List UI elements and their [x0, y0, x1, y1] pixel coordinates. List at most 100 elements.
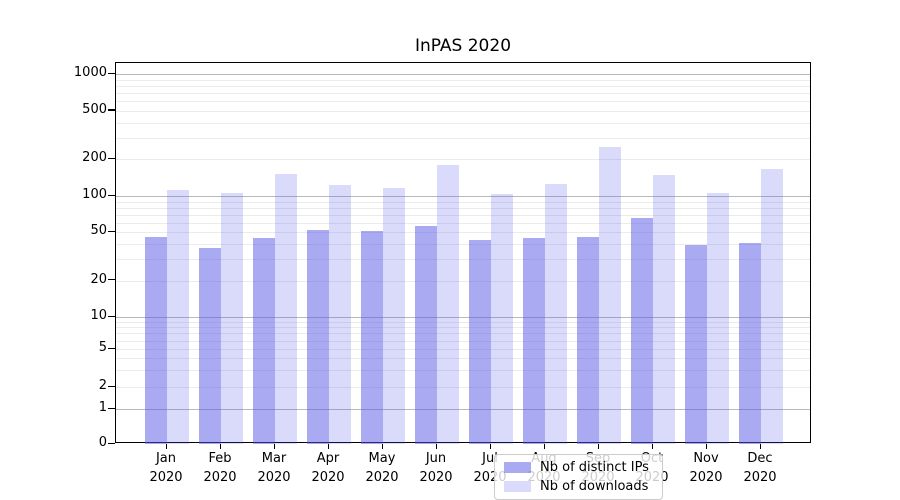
major-gridline-10: [116, 317, 810, 318]
minor-gridline-500: [116, 110, 810, 112]
y-tick-mark-2: [108, 385, 115, 387]
bar-distinct-ips-mar: [253, 237, 275, 444]
x-tick-month: Feb: [208, 451, 232, 466]
x-tick-month: Mar: [261, 451, 287, 466]
x-tick-mark-11: [759, 444, 761, 449]
minor-gridline-60: [116, 222, 810, 224]
minor-gridline-70: [116, 214, 810, 216]
x-tick-label-1: Feb 2020: [190, 450, 250, 488]
minor-gridline-300: [116, 137, 810, 139]
x-tick-month: May: [368, 451, 396, 466]
x-tick-mark-6: [489, 444, 491, 449]
bar-distinct-ips-aug: [523, 237, 545, 444]
x-tick-mark-8: [597, 444, 599, 449]
bar-distinct-ips-oct: [631, 217, 653, 444]
y-tick-label-500: 500: [82, 101, 107, 117]
legend-label-distinct-ips: Nb of distinct IPs: [540, 459, 649, 475]
x-tick-month: Dec: [747, 451, 773, 466]
bar-distinct-ips-sep: [577, 236, 599, 444]
bar-distinct-ips-feb: [199, 248, 221, 444]
bar-downloads-apr: [329, 185, 351, 444]
x-tick-mark-3: [327, 444, 329, 449]
minor-gridline-90: [116, 201, 810, 203]
minor-gridline-900: [116, 79, 810, 81]
x-tick-year: 2020: [311, 469, 345, 485]
y-tick-label-10: 10: [90, 308, 107, 323]
x-tick-label-4: May 2020: [352, 450, 412, 488]
minor-gridline-4: [116, 358, 810, 360]
y-tick-mark-100: [108, 194, 115, 196]
x-tick-label-2: Mar 2020: [244, 450, 304, 488]
bar-downloads-may: [383, 187, 405, 444]
bar-downloads-jul: [491, 193, 513, 444]
bar-distinct-ips-jul: [469, 240, 491, 444]
x-tick-mark-1: [219, 444, 221, 449]
minor-gridline-6: [116, 340, 810, 342]
x-tick-mark-7: [543, 444, 545, 449]
minor-gridline-2: [116, 387, 810, 388]
x-tick-mark-5: [435, 444, 437, 449]
bar-downloads-nov: [707, 192, 729, 444]
bar-distinct-ips-nov: [685, 245, 707, 444]
y-tick-mark-200: [108, 157, 115, 160]
minor-gridline-40: [116, 244, 810, 246]
bar-downloads-oct: [653, 175, 675, 444]
x-tick-year: 2020: [203, 469, 237, 485]
legend: Nb of distinct IPs Nb of downloads: [494, 454, 663, 500]
x-tick-month: Apr: [316, 451, 340, 466]
x-tick-year: 2020: [149, 469, 183, 485]
major-gridline-100: [116, 196, 810, 197]
y-tick-label-200: 200: [82, 150, 107, 166]
x-tick-mark-0: [165, 444, 167, 449]
minor-gridline-800: [116, 85, 810, 87]
x-tick-label-5: Jun 2020: [406, 450, 466, 488]
x-tick-mark-9: [651, 444, 653, 449]
x-tick-year: 2020: [257, 469, 291, 485]
x-tick-label-3: Apr 2020: [298, 450, 358, 488]
bar-downloads-feb: [221, 193, 243, 444]
y-tick-mark-20: [108, 279, 115, 281]
minor-gridline-50: [116, 232, 810, 234]
x-tick-label-0: Jan 2020: [136, 450, 196, 488]
x-tick-year: 2020: [743, 469, 777, 485]
bar-distinct-ips-jun: [415, 225, 437, 444]
minor-gridline-7: [116, 333, 810, 335]
legend-row-downloads: Nb of downloads: [504, 479, 653, 496]
y-tick-label-5: 5: [98, 340, 107, 355]
y-tick-mark-0: [108, 442, 115, 444]
y-tick-mark-5: [108, 347, 115, 349]
x-tick-year: 2020: [419, 469, 453, 485]
x-tick-label-11: Dec 2020: [730, 450, 790, 488]
minor-gridline-400: [116, 122, 810, 124]
bar-downloads-sep: [599, 147, 621, 444]
y-tick-label-0: 0: [98, 435, 107, 450]
y-tick-label-2: 2: [98, 378, 107, 393]
bar-distinct-ips-may: [361, 231, 383, 444]
minor-gridline-20: [116, 280, 810, 282]
x-tick-year: 2020: [365, 469, 399, 485]
bar-downloads-jan: [167, 189, 189, 444]
y-tick-mark-1000: [108, 72, 115, 74]
bar-downloads-aug: [545, 183, 567, 444]
minor-gridline-8: [116, 327, 810, 329]
y-tick-mark-500: [108, 109, 115, 111]
y-tick-label-20: 20: [90, 271, 107, 287]
minor-gridline-600: [116, 101, 810, 103]
plot-area: Nb of distinct IPs Nb of downloads: [115, 62, 811, 500]
x-tick-mark-4: [381, 444, 383, 449]
y-tick-mark-10: [108, 315, 115, 317]
legend-swatch-downloads: [504, 481, 531, 493]
minor-gridline-30: [116, 259, 810, 261]
y-tick-mark-50: [108, 230, 115, 233]
x-tick-month: Jan: [155, 451, 177, 466]
minor-gridline-700: [116, 92, 810, 94]
x-tick-year: 2020: [689, 469, 723, 485]
chart-title: InPAS 2020: [414, 36, 512, 56]
minor-gridline-80: [116, 207, 810, 209]
minor-gridline-200: [116, 159, 810, 161]
y-tick-label-100: 100: [82, 187, 107, 202]
x-tick-month: Jun: [425, 451, 447, 466]
x-tick-month: Jul: [482, 451, 498, 466]
bar-distinct-ips-jan: [145, 236, 167, 444]
